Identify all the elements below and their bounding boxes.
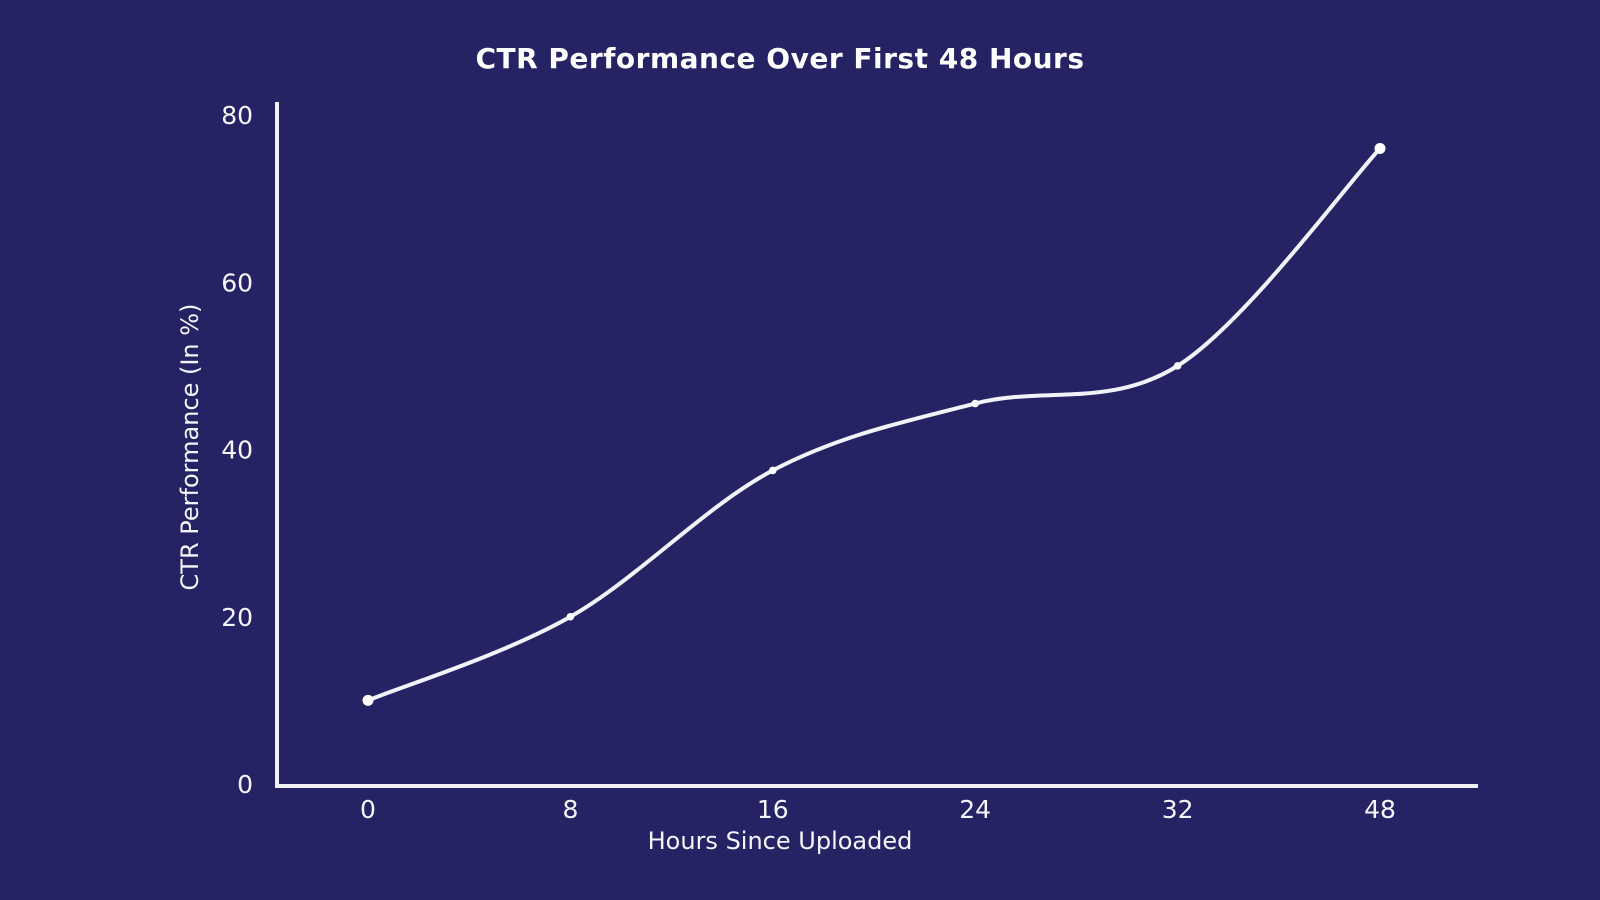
x-axis-title: Hours Since Uploaded (647, 827, 913, 855)
data-point-marker (769, 466, 777, 475)
data-point-marker (362, 694, 374, 706)
data-point-marker (1173, 362, 1182, 370)
y-tick-label: 60 (221, 268, 253, 297)
y-tick-label: 20 (221, 603, 253, 632)
y-tick-label: 0 (237, 770, 253, 799)
chart-title: CTR Performance Over First 48 Hours (475, 42, 1085, 75)
x-tick-label: 0 (360, 795, 376, 824)
data-point-marker (1374, 142, 1386, 154)
x-tick-label: 24 (959, 795, 991, 824)
y-tick-label: 40 (221, 436, 253, 465)
ctr-performance-line (366, 146, 1382, 703)
x-tick-label: 8 (562, 795, 578, 824)
data-point-marker (971, 399, 979, 408)
x-tick-label: 48 (1364, 795, 1396, 824)
x-tick-label: 32 (1162, 795, 1194, 824)
x-tick-label: 16 (757, 795, 789, 824)
data-point-marker (566, 612, 575, 621)
y-axis-title: CTR Performance (In %) (176, 303, 204, 591)
y-tick-label: 80 (221, 101, 253, 130)
